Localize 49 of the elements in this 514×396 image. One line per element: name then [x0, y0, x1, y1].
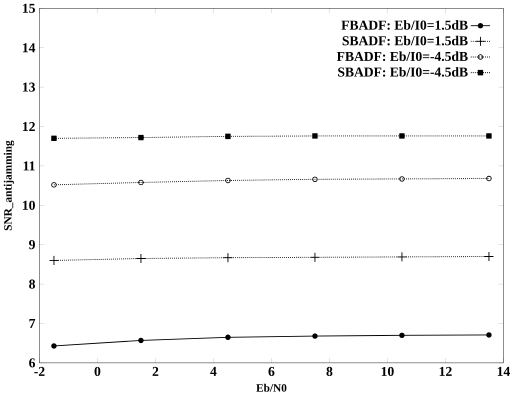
point: [51, 343, 57, 349]
point: [312, 176, 318, 182]
point: [222, 252, 233, 263]
y-tick-label: 9: [29, 240, 35, 250]
point: [138, 135, 144, 140]
x-tick-label: -2: [34, 367, 45, 376]
point: [486, 176, 492, 182]
point: [486, 332, 492, 338]
y-tick-label: 14: [22, 43, 36, 52]
point: [51, 136, 57, 142]
x-tick-label: 2: [152, 367, 158, 376]
legend-label: FBADF: Eb/I0=1.5dB: [341, 20, 468, 30]
point: [225, 178, 231, 184]
point: [310, 252, 320, 263]
y-tick-label: 7: [29, 319, 36, 328]
x-tick-label: 0: [94, 367, 100, 376]
point: [136, 254, 146, 264]
x-tick-label: 6: [268, 367, 274, 376]
point: [225, 334, 231, 340]
y-tick-label: 12: [22, 122, 35, 132]
x-axis-title: Eb/N0: [256, 384, 286, 392]
x-tick-label: 4: [210, 367, 217, 376]
point: [225, 134, 231, 140]
y-tick-label: 11: [24, 162, 35, 171]
point: [312, 133, 318, 139]
point: [312, 334, 318, 340]
point: [48, 256, 59, 266]
legend-label: SBADF: Eb/I0=-4.5dB: [338, 67, 468, 77]
y-tick-label: 15: [22, 4, 35, 14]
point: [399, 332, 405, 338]
x-tick-label: 10: [382, 367, 394, 376]
y-tick-label: 8: [29, 280, 35, 289]
point: [399, 176, 405, 182]
point: [138, 338, 144, 344]
point: [396, 252, 407, 262]
point: [138, 180, 144, 186]
point: [399, 133, 405, 139]
y-tick-label: 6: [29, 358, 36, 368]
y-axis-title: SNR_antijamming: [4, 140, 14, 230]
x-tick-label: 8: [326, 367, 332, 376]
y-tick-label: 13: [22, 82, 35, 92]
legend-label: SBADF: Eb/I0=1.5dB: [342, 36, 468, 46]
x-tick-label: 14: [498, 367, 510, 376]
y-tick-label: 10: [22, 200, 35, 210]
legend-label: FBADF: Eb/I0=-4.5dB: [336, 52, 468, 62]
x-tick-label: 12: [440, 367, 452, 376]
point: [51, 182, 57, 188]
point: [484, 252, 494, 262]
point: [486, 133, 492, 139]
